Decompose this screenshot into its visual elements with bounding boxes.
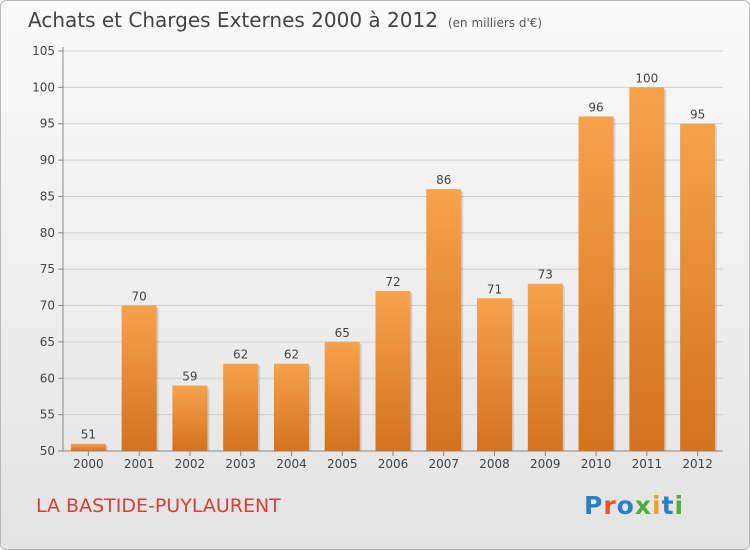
logo-letter: r <box>603 491 617 520</box>
logo-letter: o <box>616 491 635 520</box>
x-tick-label: 2002 <box>175 457 206 471</box>
data-label: 65 <box>335 326 350 340</box>
y-tick-label: 65 <box>40 335 55 349</box>
bar <box>477 298 513 451</box>
x-tick-label: 2001 <box>124 457 155 471</box>
data-labels: 51 70 59 62 62 65 72 86 71 73 96 100 95 <box>81 71 706 441</box>
bar <box>375 291 411 451</box>
x-tick-label: 2011 <box>632 457 663 471</box>
bar <box>223 363 259 451</box>
bar <box>172 385 208 451</box>
y-tick-label: 100 <box>32 80 55 94</box>
chart-title-main: Achats et Charges Externes 2000 à 2012 <box>28 8 438 32</box>
x-tick-label: 2008 <box>479 457 510 471</box>
data-label: 51 <box>81 428 96 442</box>
logo-letter: i <box>652 491 662 520</box>
y-tick-label: 105 <box>32 44 55 58</box>
data-label: 86 <box>436 173 451 187</box>
data-label: 71 <box>487 282 502 296</box>
bar <box>70 443 106 451</box>
x-tick-label: 2000 <box>73 457 104 471</box>
logo-letter: t <box>661 491 675 520</box>
y-tick-label: 50 <box>40 444 55 458</box>
logo-letter: P <box>584 491 604 520</box>
bars <box>70 87 718 452</box>
data-label: 95 <box>690 108 705 122</box>
bar <box>527 283 563 451</box>
x-tick-label: 2007 <box>428 457 459 471</box>
x-tick-label: 2012 <box>682 457 713 471</box>
data-label: 73 <box>538 268 553 282</box>
x-tick-label: 2009 <box>530 457 561 471</box>
proxiti-logo: Proxiti <box>584 491 684 520</box>
x-tick-label: 2010 <box>581 457 612 471</box>
bar <box>578 116 614 452</box>
logo-letter: i <box>674 491 685 520</box>
y-tick-label: 95 <box>40 117 55 131</box>
chart-title: Achats et Charges Externes 2000 à 2012 (e… <box>28 8 542 32</box>
data-label: 62 <box>233 348 248 362</box>
data-label: 62 <box>284 348 299 362</box>
bar <box>121 305 157 451</box>
x-tick-label: 2003 <box>225 457 256 471</box>
data-label: 70 <box>132 290 147 304</box>
bar <box>273 363 309 451</box>
y-tick-label: 75 <box>40 262 55 276</box>
y-tick-label: 55 <box>40 408 55 422</box>
y-tick-label: 90 <box>40 153 55 167</box>
bar <box>680 123 716 452</box>
y-tick-label: 60 <box>40 371 55 385</box>
bar <box>629 87 665 451</box>
chart-title-unit: (en milliers d'€) <box>447 16 543 30</box>
y-tick-label: 70 <box>40 299 55 313</box>
tick-labels: 50 55 60 65 70 75 80 85 90 95 100 105 2000 2001 2002 20… <box>32 44 713 471</box>
x-tick-label: 2004 <box>276 457 307 471</box>
x-tick-label: 2005 <box>327 457 358 471</box>
data-label: 96 <box>588 100 603 114</box>
data-label: 72 <box>385 275 400 289</box>
y-tick-label: 80 <box>40 226 55 240</box>
bar <box>426 189 462 451</box>
logo-letter: x <box>634 491 652 520</box>
bar <box>324 341 360 451</box>
data-label: 59 <box>182 370 197 384</box>
location-name: LA BASTIDE-PUYLAURENT <box>36 495 281 517</box>
data-label: 100 <box>635 71 658 85</box>
y-tick-label: 85 <box>40 189 55 203</box>
x-tick-label: 2006 <box>378 457 409 471</box>
